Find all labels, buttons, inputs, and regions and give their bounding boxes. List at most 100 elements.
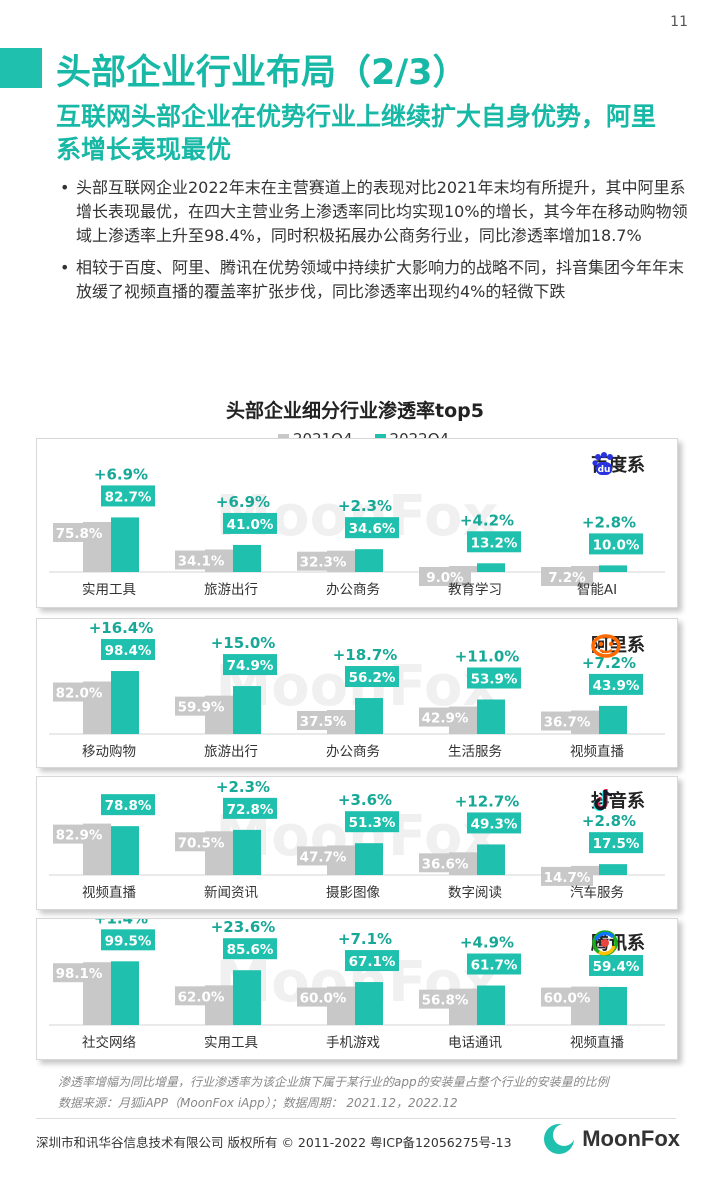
bar-2022 <box>111 671 139 734</box>
footnote-definition: 渗透率增幅为同比增量，行业渗透率为该企业旗下属于某行业的app的安装量占整个行业… <box>58 1075 609 1089</box>
bar-2022 <box>477 699 505 734</box>
bar-chart-svg: MoonFox82.9%78.8%视频直播70.5%72.8%+2.3%新闻资讯… <box>49 778 665 901</box>
chart-panel-tencent: MoonFox98.1%99.5%+1.4%社交网络62.0%85.6%+23.… <box>36 918 678 1060</box>
category-label: 视频直播 <box>82 885 136 901</box>
data-label-2021: 42.9% <box>422 711 469 727</box>
data-label-2021-box <box>541 866 593 886</box>
bar-2022 <box>111 826 139 875</box>
yoy-change-label: +2.3% <box>216 778 270 796</box>
category-label: 办公商务 <box>326 582 380 598</box>
data-label-2022-box <box>223 654 277 676</box>
data-label-2022: 41.0% <box>227 517 274 533</box>
data-label-2021-box <box>297 551 349 571</box>
data-label-2021-box <box>53 963 105 983</box>
data-label-2022: 98.4% <box>105 643 152 659</box>
data-label-2021: 47.7% <box>300 849 347 865</box>
data-label-2022-box <box>589 832 643 854</box>
data-label-2021-box <box>419 989 471 1009</box>
data-label-2022-box <box>345 666 399 688</box>
bar-2022 <box>477 563 505 572</box>
bar-2022 <box>111 961 139 1025</box>
page-title: 头部企业行业布局（2/3） <box>56 53 468 93</box>
chart-title: 头部企业细分行业渗透率top5 <box>226 400 484 422</box>
data-label-2022-box <box>467 953 521 975</box>
category-label: 数字阅读 <box>448 885 502 901</box>
data-label-2022-box <box>101 794 155 816</box>
bar-2022 <box>233 544 261 572</box>
bar-2022 <box>233 970 261 1025</box>
data-label-2021: 70.5% <box>178 835 225 851</box>
yoy-change-label: +15.0% <box>211 634 276 652</box>
yoy-change-label: +4.2% <box>460 511 514 529</box>
bar-2022 <box>355 549 383 572</box>
data-label-2021-box <box>175 832 227 852</box>
data-label-2022: 67.1% <box>349 954 396 970</box>
bar-chart-svg: MoonFox82.0%98.4%+16.4%移动购物59.9%74.9%+15… <box>49 619 665 760</box>
category-label: 新闻资讯 <box>204 885 258 901</box>
douyin-note-icon <box>593 789 613 812</box>
data-label-2022-box <box>589 673 643 695</box>
category-label: 视频直播 <box>570 1035 624 1051</box>
data-label-2022: 78.8% <box>105 798 152 814</box>
data-label-2022-box <box>589 954 643 976</box>
data-label-2022: 34.6% <box>349 521 396 537</box>
bar-2022 <box>355 698 383 734</box>
bar-2022 <box>599 705 627 734</box>
moonfox-logo-icon <box>544 1124 576 1154</box>
category-label: 办公商务 <box>326 744 380 760</box>
bar-2022 <box>477 985 505 1025</box>
yoy-change-label: +6.9% <box>216 493 270 511</box>
data-label-2021-box <box>53 824 105 844</box>
data-label-2022: 13.2% <box>471 535 518 551</box>
yoy-change-label: +12.7% <box>455 792 520 810</box>
page-subtitle: 互联网头部企业在优势行业上继续扩大自身优势，阿里系增长表现最优 <box>56 102 657 164</box>
data-label-2022: 82.7% <box>105 489 152 505</box>
data-label-2021: 32.3% <box>300 555 347 571</box>
category-label: 手机游戏 <box>326 1035 380 1051</box>
yoy-change-label: +2.8% <box>582 513 636 531</box>
title-accent-bar <box>0 48 42 88</box>
data-label-2022-box <box>345 517 399 539</box>
data-label-2022-box <box>223 938 277 960</box>
category-label: 社交网络 <box>82 1034 136 1051</box>
bar-2022 <box>355 982 383 1025</box>
data-label-2022: 49.3% <box>471 816 518 832</box>
data-label-2021-box <box>541 711 593 731</box>
data-label-2021: 62.0% <box>178 989 225 1005</box>
data-label-2022: 99.5% <box>105 933 152 949</box>
data-label-2021: 37.5% <box>300 714 347 730</box>
data-label-2021-box <box>297 711 349 730</box>
data-label-2022: 43.9% <box>593 678 640 694</box>
data-label-2022-box <box>101 929 155 951</box>
yoy-change-label: +18.7% <box>333 646 398 664</box>
bar-2022 <box>233 829 261 875</box>
data-label-2022-box <box>467 667 521 689</box>
data-label-2021-box <box>297 987 349 1007</box>
bar-chart-svg: MoonFox98.1%99.5%+1.4%社交网络62.0%85.6%+23.… <box>49 919 665 1051</box>
svg-text:du: du <box>598 465 611 475</box>
baidu-paw-icon: du <box>592 452 613 475</box>
data-label-2022: 59.4% <box>593 959 640 975</box>
data-label-2022: 85.6% <box>227 942 274 958</box>
data-label-2021: 14.7% <box>544 870 591 886</box>
data-label-2021: 59.9% <box>178 700 225 716</box>
data-label-2021-box <box>175 696 227 716</box>
data-label-2022: 17.5% <box>593 836 640 852</box>
data-label-2022: 56.2% <box>349 670 396 686</box>
chart-panel-alibaba: MoonFox82.0%98.4%+16.4%移动购物59.9%74.9%+15… <box>36 618 678 768</box>
bar-2022 <box>111 517 139 572</box>
yoy-change-label: +4.9% <box>460 934 514 952</box>
data-label-2021: 7.2% <box>548 570 586 586</box>
bullet-item: 头部互联网企业2022年末在主营赛道上的表现对比2021年末均有所提升，其中阿里… <box>56 176 696 248</box>
footnote-source: 数据来源：月狐iAPP（MoonFox iApp）；数据周期： 2021.12，… <box>58 1096 458 1110</box>
data-label-2022: 53.9% <box>471 672 518 688</box>
data-label-2021: 36.7% <box>544 715 591 731</box>
category-label: 教育学习 <box>448 582 502 598</box>
data-label-2022-box <box>101 485 155 507</box>
data-label-2021-box <box>541 987 593 1007</box>
data-label-2021-box <box>419 707 471 727</box>
bullet-item: 相较于百度、阿里、腾讯在优势领域中持续扩大影响力的战略不同，抖音集团今年年末放缓… <box>56 256 696 304</box>
data-label-2022-box <box>345 811 399 833</box>
yoy-change-label: +2.8% <box>582 812 636 830</box>
yoy-change-label: +7.2% <box>582 654 636 672</box>
